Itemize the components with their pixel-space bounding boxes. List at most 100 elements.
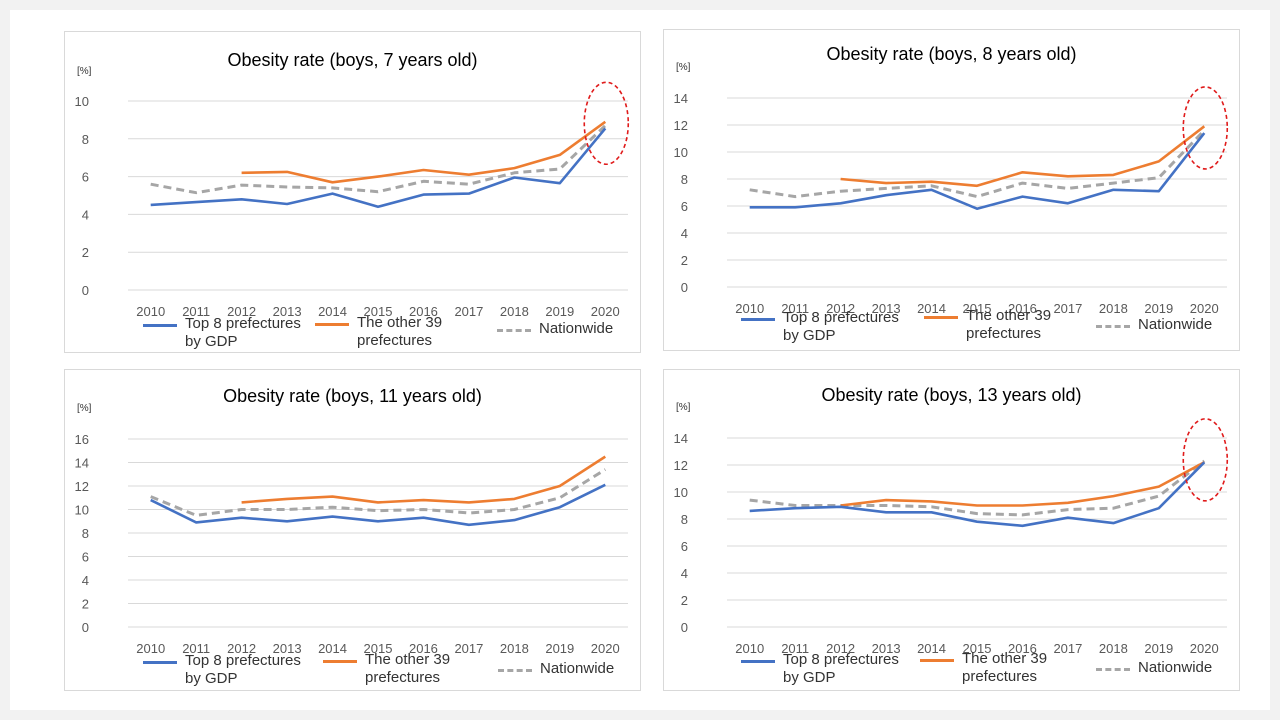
- x-tick-label: 2018: [1099, 641, 1128, 656]
- legend-label-nationwide: Nationwide: [1138, 659, 1213, 676]
- x-tick-label: 2012: [826, 301, 855, 316]
- y-unit-label: [%]: [676, 402, 691, 413]
- y-tick-label: 8: [681, 512, 688, 527]
- y-tick-label: 4: [82, 207, 89, 222]
- y-tick-label: 6: [82, 550, 89, 565]
- x-tick-label: 2014: [318, 304, 347, 319]
- slide: Obesity rate (boys, 7 years old) [%] 0 2 4…: [10, 10, 1270, 710]
- legend-top8: Top 8 prefectures by GDP: [741, 309, 915, 345]
- legend-label-other39: The other 39 prefectures: [962, 650, 1048, 685]
- x-tick-label: 2017: [1053, 301, 1082, 316]
- y-tick-label: 0: [681, 280, 688, 295]
- x-tick-label: 2018: [1099, 301, 1128, 316]
- legend-label-other39: The other 39 prefectures: [365, 651, 451, 686]
- x-tick-label: 2014: [917, 641, 946, 656]
- y-tick-label: 8: [82, 132, 89, 147]
- legend-other39: The other 39 prefectures: [323, 651, 465, 687]
- y-unit-label: [%]: [77, 403, 92, 414]
- x-tick-label: 2018: [500, 641, 529, 656]
- legend-label-other39: The other 39 prefectures: [966, 307, 1052, 342]
- y-tick-label: 6: [82, 170, 89, 185]
- x-tick-label: 2010: [735, 301, 764, 316]
- legend-label-nationwide: Nationwide: [540, 660, 615, 677]
- y-tick-label: 0: [681, 620, 688, 635]
- x-tick-label: 2015: [364, 304, 393, 319]
- y-tick-label: 0: [82, 283, 89, 298]
- y-tick-label: 12: [674, 118, 688, 133]
- y-tick-label: 14: [75, 456, 89, 471]
- y-tick-label: 8: [681, 172, 688, 187]
- x-tick-label: 2020: [591, 304, 620, 319]
- x-tick-label: 2010: [136, 304, 165, 319]
- series-line-nationwide: [749, 459, 1206, 517]
- legend-swatch-other39: [315, 323, 349, 326]
- y-tick-label: 10: [674, 145, 688, 160]
- series-line-top8: [150, 127, 607, 209]
- highlight-ellipse: [583, 81, 630, 166]
- x-tick-label: 2020: [1190, 641, 1219, 656]
- x-tick-label: 2014: [917, 301, 946, 316]
- chart-title: Obesity rate (boys, 13 years old): [821, 385, 1082, 405]
- series-line-top8: [749, 132, 1206, 210]
- legend-swatch-top8: [741, 660, 775, 663]
- y-tick-label: 2: [82, 597, 89, 612]
- y-unit-label: [%]: [77, 66, 92, 77]
- chart-title: Obesity rate (boys, 7 years old): [227, 50, 478, 70]
- legend-label-nationwide: Nationwide: [1138, 316, 1213, 333]
- legend-swatch-top8: [143, 661, 177, 664]
- x-tick-label: 2020: [591, 641, 620, 656]
- legend-swatch-nationwide: [498, 669, 532, 672]
- x-tick-label: 2011: [781, 641, 809, 656]
- legend-label-top8: Top 8 prefectures by GDP: [783, 309, 899, 344]
- y-tick-label: 4: [681, 566, 688, 581]
- y-tick-label: 16: [75, 432, 89, 447]
- x-tick-label: 2013: [872, 641, 901, 656]
- legend-swatch-nationwide: [1096, 325, 1130, 328]
- legend-nationwide: Nationwide: [497, 320, 639, 338]
- x-tick-label: 2016: [1008, 301, 1037, 316]
- legend-swatch-other39: [323, 660, 357, 663]
- x-tick-label: 2017: [1053, 641, 1082, 656]
- legend-swatch-nationwide: [497, 329, 531, 332]
- legend-nationwide: Nationwide: [1096, 659, 1238, 677]
- y-tick-label: 2: [681, 593, 688, 608]
- legend-nationwide: Nationwide: [1096, 316, 1238, 334]
- x-tick-label: 2015: [963, 641, 992, 656]
- series-line-top8: [150, 483, 606, 527]
- y-tick-label: 10: [75, 503, 89, 518]
- x-tick-label: 2013: [872, 301, 901, 316]
- x-tick-label: 2014: [318, 641, 347, 656]
- x-tick-label: 2016: [1008, 641, 1037, 656]
- line-chart: 0 2 4 6 8 10 12 14 2010 2011 2012 2013 2014 2015 2016 2…: [674, 86, 1229, 316]
- chart-title: Obesity rate (boys, 11 years old): [223, 386, 482, 406]
- x-tick-label: 2011: [182, 304, 210, 319]
- y-tick-label: 14: [674, 91, 688, 106]
- legend-swatch-top8: [143, 324, 177, 327]
- legend-label-nationwide: Nationwide: [539, 320, 614, 337]
- chart-panel-boys-11: Obesity rate (boys, 11 years old) [%] 0 2…: [64, 369, 641, 691]
- legend-other39: The other 39 prefectures: [924, 307, 1066, 343]
- series-line-nationwide: [150, 468, 607, 517]
- legend-swatch-nationwide: [1096, 668, 1130, 671]
- series-line-other39: [241, 120, 607, 184]
- legend-top8: Top 8 prefectures by GDP: [741, 651, 915, 687]
- x-tick-label: 2013: [273, 304, 302, 319]
- legend-top8: Top 8 prefectures by GDP: [143, 315, 317, 351]
- y-tick-label: 2: [681, 253, 688, 268]
- chart-panel-boys-7: Obesity rate (boys, 7 years old) [%] 0 2 4…: [64, 31, 641, 353]
- legend-nationwide: Nationwide: [498, 660, 640, 678]
- y-tick-label: 8: [82, 526, 89, 541]
- x-tick-label: 2013: [273, 641, 302, 656]
- series-line-top8: [749, 461, 1206, 528]
- x-tick-label: 2011: [182, 641, 210, 656]
- line-chart: 0 2 4 6 8 10 12 14 2010 2011 2012 2013 2014 2015 2016 2…: [674, 418, 1229, 656]
- x-tick-label: 2019: [545, 641, 574, 656]
- x-tick-label: 2012: [826, 641, 855, 656]
- series-line-nationwide: [150, 124, 607, 195]
- y-tick-label: 6: [681, 199, 688, 214]
- x-tick-label: 2020: [1190, 301, 1219, 316]
- series-line-other39: [840, 125, 1206, 188]
- y-tick-label: 0: [82, 620, 89, 635]
- y-unit-label: [%]: [676, 62, 691, 73]
- x-tick-label: 2012: [227, 304, 256, 319]
